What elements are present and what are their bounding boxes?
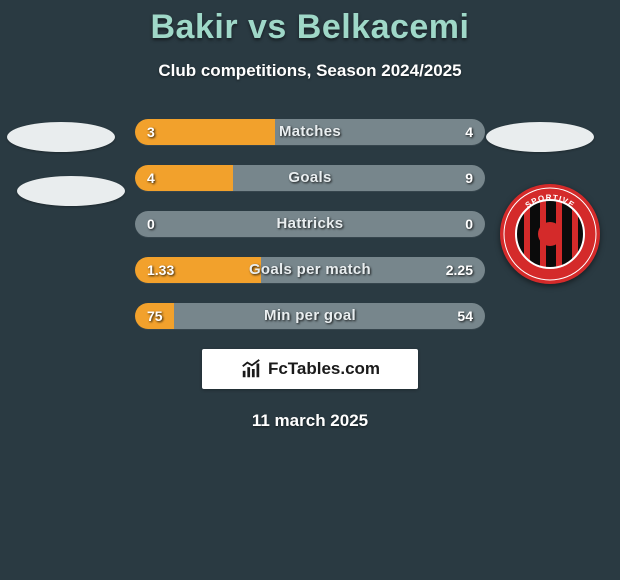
date-label: 11 march 2025 <box>0 411 620 431</box>
stat-row: 34Matches <box>135 119 485 145</box>
content: Bakir vs Belkacemi Club competitions, Se… <box>0 0 620 580</box>
stat-row: 49Goals <box>135 165 485 191</box>
stat-row: 00Hattricks <box>135 211 485 237</box>
brand-text: FcTables.com <box>268 359 380 379</box>
brand-box: FcTables.com <box>202 349 418 389</box>
stat-label: Goals <box>135 165 485 191</box>
stat-label: Goals per match <box>135 257 485 283</box>
stat-label: Hattricks <box>135 211 485 237</box>
player-badge-left-2 <box>17 176 125 206</box>
club-logo-svg: SPORTIVE <box>500 184 600 284</box>
stat-row: 1.332.25Goals per match <box>135 257 485 283</box>
club-logo-usma: SPORTIVE <box>500 184 600 284</box>
player-badge-right-1 <box>486 122 594 152</box>
page-title: Bakir vs Belkacemi <box>0 8 620 47</box>
player-badge-left-1 <box>7 122 115 152</box>
stat-label: Matches <box>135 119 485 145</box>
subtitle: Club competitions, Season 2024/2025 <box>0 61 620 81</box>
chart-icon <box>240 358 262 380</box>
stat-label: Min per goal <box>135 303 485 329</box>
stat-row: 7554Min per goal <box>135 303 485 329</box>
